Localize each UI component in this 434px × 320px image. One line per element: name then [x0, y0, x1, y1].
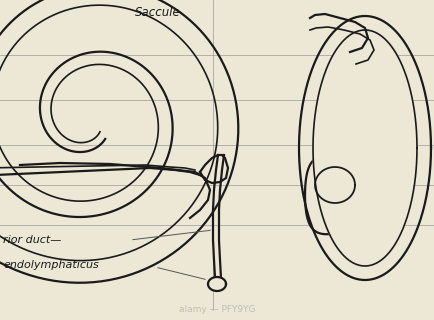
- Polygon shape: [312, 30, 416, 266]
- Text: alamy — PFY9YG: alamy — PFY9YG: [178, 305, 255, 314]
- Polygon shape: [314, 167, 354, 203]
- Text: endolymphaticus: endolymphaticus: [3, 260, 99, 270]
- Text: Saccule: Saccule: [135, 6, 181, 19]
- Text: rior duct—: rior duct—: [3, 235, 61, 245]
- Polygon shape: [304, 156, 400, 234]
- Polygon shape: [200, 155, 227, 183]
- Polygon shape: [207, 277, 226, 291]
